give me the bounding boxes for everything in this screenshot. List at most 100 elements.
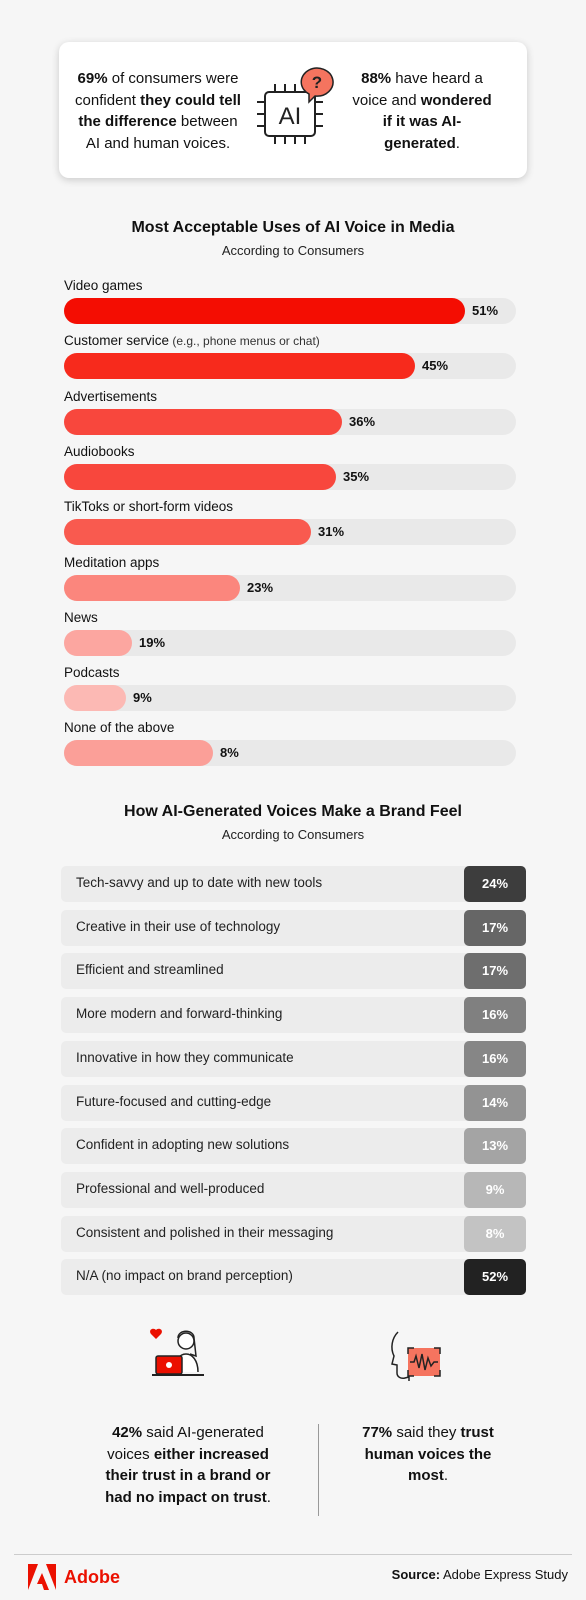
source-label: Source: — [391, 1567, 441, 1582]
brand-feel-row: Efficient and streamlined 17% — [61, 953, 526, 990]
bar-label: Audiobooks — [64, 444, 135, 459]
bar-value-label: 35% — [343, 468, 370, 484]
bar-category: Customer service — [64, 333, 170, 349]
brand-feel-row: Creative in their use of technology 17% — [61, 909, 526, 946]
stat-77-pct: 77% — [362, 1424, 393, 1441]
brand-feel-value: 17% — [464, 909, 526, 946]
bar-fill — [64, 629, 132, 656]
bar-label: None of the above — [64, 720, 174, 735]
bar-value-label: 8% — [220, 745, 239, 761]
chart1-subtitle: According to Consumers — [221, 243, 365, 258]
stat-77-t2: . — [443, 1467, 448, 1484]
adobe-logo: Adobe — [28, 1562, 120, 1592]
bar-label: TikToks or short-form videos — [64, 499, 233, 514]
brand-feel-label: Confident in adopting new solutions — [76, 1137, 290, 1153]
brand-feel-label: Future-focused and cutting-edge — [76, 1093, 272, 1109]
stat-88-text: 88% have heard a voice and wondered if i… — [351, 68, 493, 154]
bar-row: Podcasts 9% — [64, 665, 516, 719]
bar-fill — [64, 298, 465, 324]
stat-77-t1: said they — [392, 1424, 461, 1441]
stat-divider — [318, 1424, 319, 1516]
bar-category: Podcasts — [64, 665, 120, 681]
brand-feel-value: 17% — [464, 953, 526, 990]
bar-row: None of the above 8% — [64, 720, 516, 774]
bar-value-label: 36% — [349, 413, 376, 429]
stat-69-text: 69% of consumers were confident they cou… — [73, 68, 243, 154]
brand-feel-label: Creative in their use of technology — [76, 918, 281, 934]
brand-feel-row: Future-focused and cutting-edge 14% — [61, 1084, 526, 1121]
source-text: Adobe Express Study — [440, 1567, 568, 1582]
stat-88-t2: . — [455, 134, 460, 152]
question-bubble-label: ? — [312, 73, 322, 92]
bar-fill — [64, 519, 311, 546]
brand-feel-row: N/A (no impact on brand perception) 52% — [61, 1259, 526, 1296]
bar-category: None of the above — [64, 720, 175, 736]
bar-row: Meditation apps 23% — [64, 555, 516, 609]
bar-category: Video games — [64, 278, 143, 293]
bar-fill — [64, 353, 415, 380]
brand-feel-value: 16% — [464, 997, 526, 1034]
stat-69-bold: they could tell the difference — [78, 91, 241, 131]
brand-feel-label: Efficient and streamlined — [76, 962, 224, 978]
brand-feel-value: 13% — [464, 1128, 526, 1165]
bar-value-label: 23% — [247, 579, 274, 595]
bar-row: News 19% — [64, 610, 516, 664]
bar-value-label: 31% — [318, 524, 345, 540]
stat-77-bold: trust human voices the most — [364, 1424, 494, 1484]
brand-feel-label: Tech-savvy and up to date with new tools — [76, 875, 323, 890]
stat-77-text: 77% said they trust human voices the mos… — [350, 1422, 506, 1487]
bar-category: TikToks or short-form videos — [64, 499, 234, 515]
chart2-subtitle: According to Consumers — [221, 827, 365, 842]
voice-waveform-icon — [391, 1331, 441, 1381]
adobe-logo-text: Adobe — [64, 1566, 120, 1587]
bar-fill — [64, 740, 213, 767]
stat-88-pct: 88% — [361, 70, 392, 87]
brand-feel-value: 16% — [464, 1040, 526, 1077]
stat-42-t2: . — [266, 1488, 271, 1506]
bar-track — [64, 629, 516, 656]
stat-88-bold: wondered if it was AI-generated — [382, 91, 492, 152]
bar-track — [64, 685, 516, 712]
bar-value-label: 9% — [133, 690, 152, 706]
woman-laptop-heart-icon — [150, 1328, 204, 1376]
bar-row: Customer service (e.g., phone menus or c… — [64, 333, 516, 387]
bar-row: Advertisements 36% — [64, 389, 516, 443]
stat-69-pct: 69% — [77, 70, 108, 87]
top-stat-card: 69% of consumers were confident they cou… — [59, 42, 527, 178]
chart1-title: Most Acceptable Uses of AI Voice in Medi… — [131, 219, 455, 236]
brand-feel-value: 52% — [464, 1259, 526, 1296]
bar-fill — [64, 685, 126, 712]
stat-69-t1: of consumers were confident — [75, 70, 239, 109]
stat-42-pct: 42% — [112, 1424, 143, 1441]
chart2-title: How AI-Generated Voices Make a Brand Fee… — [124, 803, 462, 820]
brand-feel-value: 24% — [464, 866, 526, 902]
bar-value-label: 45% — [422, 358, 449, 374]
brand-feel-row: More modern and forward-thinking 16% — [61, 997, 526, 1034]
bar-category: News — [64, 609, 98, 625]
bar-row: Audiobooks 35% — [64, 444, 516, 498]
adobe-logo-icon — [28, 1564, 56, 1590]
brand-feel-label: Innovative in how they communicate — [76, 1049, 294, 1065]
ai-chip-label: AI — [279, 103, 302, 130]
bar-fill — [64, 574, 240, 601]
bar-label: Podcasts — [64, 665, 120, 680]
bar-fill — [64, 463, 336, 490]
bar-label: Advertisements — [64, 389, 157, 404]
bar-category: Audiobooks — [64, 443, 135, 459]
stat-69-t2: between AI and human voices. — [85, 113, 238, 152]
brand-feel-value: 14% — [464, 1084, 526, 1121]
ai-chip-icon: AI ? — [257, 67, 334, 144]
bar-value-label: 51% — [472, 303, 499, 318]
brand-feel-label: Professional and well-produced — [76, 1180, 265, 1196]
brand-feel-row: Tech-savvy and up to date with new tools… — [61, 866, 526, 902]
brand-feel-label: N/A (no impact on brand perception) — [76, 1268, 293, 1284]
brand-feel-row: Consistent and polished in their messagi… — [61, 1215, 526, 1252]
bar-label: Video games — [64, 278, 143, 293]
brand-feel-row: Professional and well-produced 9% — [61, 1171, 526, 1208]
bar-label: Meditation apps — [64, 555, 159, 570]
brand-feel-row: Innovative in how they communicate 16% — [61, 1040, 526, 1077]
bar-row: TikToks or short-form videos 31% — [64, 499, 516, 553]
stat-42-bold: either increased their trust in a brand … — [105, 1445, 271, 1506]
bar-category: Meditation apps — [64, 554, 160, 570]
stat-42-text: 42% said AI-generated voices either incr… — [96, 1422, 280, 1508]
